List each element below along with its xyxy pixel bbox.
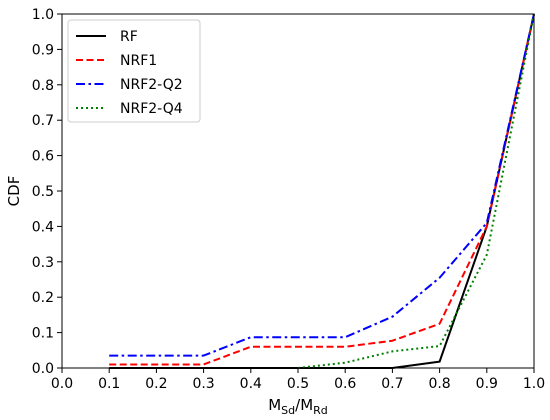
- x-tick-label: 0.8: [428, 376, 450, 392]
- x-axis-ticks: 0.0 0.1 0.2 0.3 0.4 0.5 0.6 0.7 0.8 0.9 1.0: [51, 368, 545, 392]
- legend-box: [67, 19, 201, 123]
- y-axis-label: CDF: [5, 176, 23, 207]
- legend-label-rf: RF: [120, 29, 138, 45]
- x-tick-label: 0.5: [287, 376, 309, 392]
- x-axis-label-main: M: [268, 396, 281, 414]
- y-tick-label: 0.6: [32, 149, 54, 165]
- y-tick-label: 1.0: [32, 7, 54, 23]
- x-tick-label: 0.9: [476, 376, 498, 392]
- y-axis-ticks: 0.0 0.1 0.2 0.3 0.4 0.5 0.6 0.7 0.8 0.9 1.0: [32, 7, 62, 377]
- legend-label-nrf2-q4: NRF2-Q4: [120, 101, 183, 117]
- y-tick-label: 0.8: [32, 78, 54, 94]
- y-tick-label: 0.4: [32, 219, 54, 235]
- y-tick-label: 0.2: [32, 290, 54, 306]
- x-tick-label: 0.2: [145, 376, 167, 392]
- x-tick-label: 1.0: [523, 376, 545, 392]
- x-axis-label-sub-sd: Sd: [281, 404, 295, 417]
- x-tick-label: 0.6: [334, 376, 356, 392]
- y-tick-label: 0.5: [32, 184, 54, 200]
- x-tick-label: 0.1: [98, 376, 120, 392]
- y-tick-label: 0.9: [32, 42, 54, 58]
- y-tick-label: 0.0: [32, 361, 54, 377]
- x-axis-label-sub-rd: Rd: [313, 404, 328, 417]
- legend-label-nrf1: NRF1: [120, 53, 157, 69]
- legend-label-nrf2-q2: NRF2-Q2: [120, 77, 183, 93]
- x-tick-label: 0.7: [381, 376, 403, 392]
- series-line-nrf1: [109, 13, 535, 366]
- y-tick-label: 0.7: [32, 113, 54, 129]
- x-axis-label: MSd/MRd: [268, 396, 328, 417]
- y-tick-label: 0.1: [32, 326, 54, 342]
- x-tick-label: 0.4: [240, 376, 262, 392]
- x-tick-label: 0.3: [192, 376, 214, 392]
- y-tick-label: 0.3: [32, 255, 54, 271]
- x-axis-label-separator: /M: [295, 396, 313, 414]
- legend: RF NRF1 NRF2-Q2 NRF2-Q4: [67, 19, 201, 123]
- x-tick-label: 0.0: [51, 376, 73, 392]
